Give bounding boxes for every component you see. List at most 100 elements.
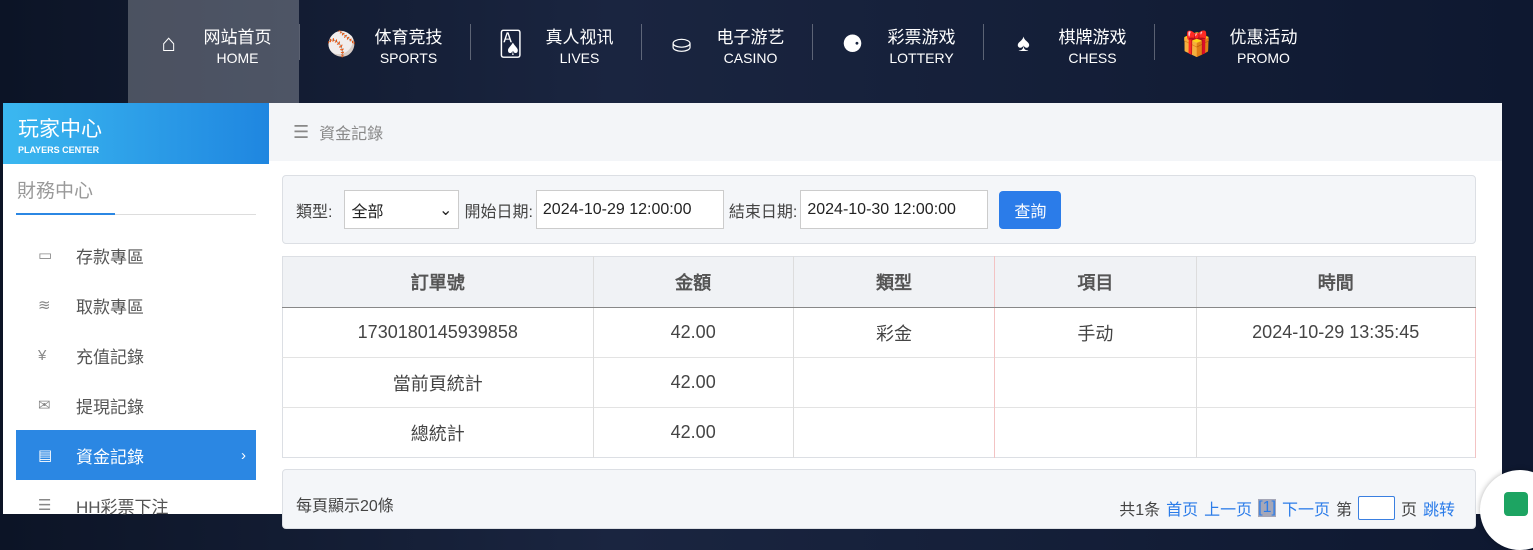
table-cell	[1196, 357, 1476, 408]
table-cell	[793, 357, 996, 408]
list-icon: ☰	[38, 497, 52, 514]
table-cell	[1196, 407, 1476, 458]
records-table: 訂單號 金額 類型 項目 時間 1730180145939858 42.00 彩金 手动 202…	[282, 256, 1476, 458]
nav-label: 网站首页	[203, 27, 272, 47]
top-nav: ⌂ 网站首页 HOME ⚾ 体育竞技 SPORTS 🂡 真人视讯 LIVES ⛀ 电子游艺 CASIN…	[128, 0, 1325, 103]
nav-sports[interactable]: ⚾ 体育竞技 SPORTS	[299, 0, 470, 103]
nav-label: 优惠活动	[1229, 27, 1298, 47]
menu-icon: ☰	[293, 121, 310, 142]
home-icon: ⌂	[161, 30, 176, 57]
chevron-right-icon: ›	[241, 446, 246, 464]
table-cell: 2024-10-29 13:35:45	[1196, 307, 1476, 358]
table-cell	[793, 407, 996, 458]
next-page-link[interactable]: 下一页	[1281, 502, 1330, 519]
jump-link[interactable]: 跳转	[1422, 502, 1455, 519]
start-date-input[interactable]: 2024-10-29 12:00:00	[535, 190, 724, 229]
end-date-label: 結束日期:	[728, 203, 798, 221]
query-button[interactable]: 查詢	[999, 190, 1062, 229]
nav-label: 彩票游戏	[887, 27, 956, 47]
nav-label: 体育竞技	[374, 27, 443, 47]
sidebar-subtitle: PLAYERS CENTER	[18, 145, 100, 155]
sidebar-item-label: 充值記錄	[76, 347, 144, 367]
nav-sublabel: PROMO	[1237, 49, 1290, 66]
start-date-label: 開始日期:	[464, 203, 533, 221]
sidebar-item[interactable]: ≋ 取款專區	[16, 280, 256, 330]
column-header: 金額	[593, 256, 794, 308]
nav-sublabel: LOTTERY	[889, 49, 954, 66]
page-suffix: 页	[1400, 502, 1417, 519]
breadcrumb-label: 資金記錄	[319, 126, 384, 143]
type-label: 類型:	[296, 203, 333, 221]
table-cell: 彩金	[793, 307, 996, 358]
end-date-input[interactable]: 2024-10-30 12:00:00	[800, 190, 989, 229]
nav-chess[interactable]: ♠ 棋牌游戏 CHESS	[983, 0, 1154, 103]
nav-promo[interactable]: 🎁 优惠活动 PROMO	[1154, 0, 1325, 103]
nav-lives[interactable]: 🂡 真人视讯 LIVES	[470, 0, 641, 103]
cards-icon: 🂡	[498, 30, 523, 58]
column-header: 訂單號	[282, 256, 594, 308]
roulette-icon: ⛀	[671, 30, 692, 58]
nav-label: 电子游艺	[716, 27, 785, 47]
sidebar-item-label: 取款專區	[76, 297, 144, 317]
sidebar-item-label: 提現記錄	[76, 397, 144, 417]
sidebar-item[interactable]: ☰ HH彩票下注	[16, 480, 256, 530]
table-cell: 42.00	[593, 357, 794, 408]
sidebar-item[interactable]: ✉ 提現記錄	[16, 380, 256, 430]
table-cell: 總統計	[282, 407, 594, 458]
page-number-input[interactable]	[1357, 496, 1395, 520]
sidebar-title: 玩家中心	[18, 118, 102, 141]
lottery-balls-icon: ⚈	[841, 30, 864, 58]
nav-sublabel: LIVES	[559, 49, 600, 66]
spade-icon: ♠	[1017, 30, 1030, 57]
sidebar: 玩家中心 PLAYERS CENTER 財務中心 ▭ 存款專區 ≋ 取款專區 ¥ 充值記錄…	[3, 103, 269, 517]
column-header: 時間	[1196, 256, 1476, 308]
first-page-link[interactable]: 首页	[1166, 502, 1199, 519]
nav-lottery[interactable]: ⚈ 彩票游戏 LOTTERY	[812, 0, 983, 103]
sidebar-item[interactable]: ▭ 存款專區	[16, 230, 256, 280]
gift-icon: 🎁	[1181, 30, 1212, 58]
nav-label: 棋牌游戏	[1058, 27, 1127, 47]
nav-sublabel: HOME	[216, 49, 259, 66]
nav-home[interactable]: ⌂ 网站首页 HOME	[128, 0, 299, 103]
column-header: 項目	[994, 256, 1197, 308]
breadcrumb: ☰ 資金記錄	[269, 103, 1502, 161]
current-page[interactable]: [1]	[1258, 499, 1276, 517]
section-title: 財務中心	[16, 176, 256, 215]
ball-icon: ⚾	[326, 30, 357, 58]
fund-record-icon: ▤	[38, 447, 53, 464]
table-cell: 1730180145939858	[282, 307, 594, 358]
main-content: ☰ 資金記錄 類型: 全部 ⌄ 開始日期: 2024-10-29 12:00:00…	[269, 103, 1502, 529]
chevron-down-icon: ⌄	[439, 201, 453, 219]
table-row: 1730180145939858 42.00 彩金 手动 2024-10-29 13:3…	[282, 307, 1476, 358]
sidebar-item-label: HH彩票下注	[76, 497, 169, 517]
table-cell: 42.00	[593, 307, 794, 358]
sidebar-item[interactable]: ▤ 資金記錄 ›	[16, 430, 256, 480]
players-center-banner: 玩家中心 PLAYERS CENTER	[3, 103, 269, 164]
sidebar-item-label: 存款專區	[76, 247, 144, 267]
chat-icon	[1504, 492, 1528, 516]
nav-casino[interactable]: ⛀ 电子游艺 CASINO	[641, 0, 812, 103]
table-cell	[994, 407, 1197, 458]
prev-page-link[interactable]: 上一页	[1204, 502, 1253, 519]
money-bag-icon: ¥	[38, 346, 47, 364]
withdraw-hand-icon: ≋	[38, 297, 51, 314]
sidebar-item[interactable]: ¥ 充值記錄	[16, 330, 256, 380]
per-page-text: 每頁顯示20條	[296, 498, 394, 515]
sidebar-item-label: 資金記錄	[76, 447, 144, 467]
pagination-bar: 每頁顯示20條 共1条 首页 上一页 [1] 下一页 第 页 跳转	[282, 469, 1476, 529]
deposit-card-icon: ▭	[38, 247, 53, 264]
column-header: 類型	[793, 256, 996, 308]
table-row: 當前頁統計 42.00	[282, 357, 1476, 408]
total-count: 共1条	[1119, 502, 1161, 519]
table-row: 總統計 42.00	[282, 407, 1476, 458]
table-cell	[994, 357, 1197, 408]
nav-label: 真人视讯	[545, 27, 614, 47]
nav-sublabel: SPORTS	[379, 49, 438, 66]
nav-sublabel: CASINO	[723, 49, 778, 66]
type-select[interactable]: 全部 ⌄	[344, 190, 460, 229]
filter-bar: 類型: 全部 ⌄ 開始日期: 2024-10-29 12:00:00 結束日期: …	[282, 175, 1476, 244]
table-cell: 手动	[994, 307, 1197, 358]
type-select-value: 全部	[351, 203, 384, 221]
table-cell: 42.00	[593, 407, 794, 458]
wallet-icon: ✉	[38, 397, 51, 414]
